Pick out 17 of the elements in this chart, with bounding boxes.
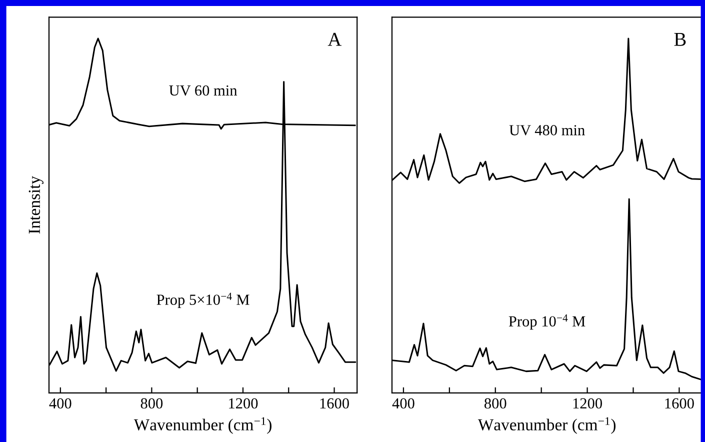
series-label: Prop 10$^{−4}$ M	[508, 314, 586, 330]
y-axis-title: Intensity	[28, 176, 44, 234]
series-label: Prop 5×10$^{−4}$ M	[156, 292, 250, 308]
annotation: A	[328, 32, 342, 46]
series-label: UV 60 min	[169, 85, 238, 96]
x-tick-label: 800	[140, 398, 163, 409]
annotation: B	[674, 33, 686, 46]
text: UV 480 min	[509, 125, 585, 136]
x-tick-label: 800	[484, 398, 506, 409]
x-axis-title: Wavenumber (cm$^{−1}$)	[478, 417, 616, 434]
x-axis-title: Wavenumber (cm$^{−1}$)	[134, 417, 272, 434]
x-tick-label: 400	[49, 398, 72, 409]
x-tick-label: 1200	[573, 398, 602, 409]
x-tick-label: 1600	[320, 398, 349, 409]
x-tick-label: 1200	[229, 398, 258, 409]
x-tick-label: 400	[392, 398, 414, 409]
x-tick-label: 1600	[665, 398, 694, 409]
